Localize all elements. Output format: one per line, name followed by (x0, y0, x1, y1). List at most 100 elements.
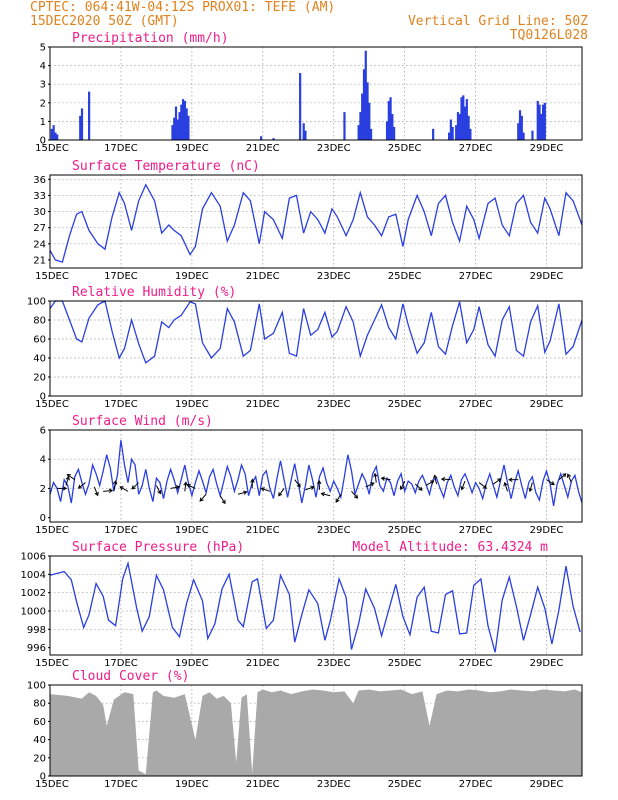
precip-bar (389, 97, 392, 140)
precip-bar (456, 112, 460, 140)
wind-arrow (335, 493, 342, 503)
wind-arrow-head (221, 499, 226, 505)
precipitation-ytick-label: 1 (40, 117, 46, 128)
cloud-cover-ytick-label: 0 (40, 772, 46, 783)
humidity-xtick-label: 25DEC (388, 399, 422, 410)
pressure-xtick-label: 15DEC (35, 658, 69, 669)
precipitation-xtick-label: 27DEC (459, 143, 493, 154)
wind-arrow-head (380, 476, 385, 481)
wind-arrow-head (119, 486, 124, 491)
precip-bar (176, 119, 179, 140)
wind-arrow-head (310, 485, 315, 490)
cloud-cover-ytick-label: 20 (33, 753, 46, 764)
temperature-xtick-label: 25DEC (388, 271, 422, 282)
precipitation-xtick-label: 23DEC (317, 143, 351, 154)
temperature-ytick-label: 36 (33, 175, 46, 186)
wind-arrow-head (296, 483, 301, 488)
precip-bar (173, 117, 176, 140)
wind-arrow-head (528, 487, 533, 493)
wind-arrow-head (508, 477, 513, 483)
precip-bar (538, 104, 541, 140)
pressure-xtick-label: 19DEC (175, 658, 209, 669)
precip-bar (272, 138, 275, 140)
precip-bar (448, 132, 451, 140)
humidity-ytick-label: 80 (33, 316, 46, 327)
precip-bar (531, 130, 534, 140)
wind-arrow (374, 473, 377, 483)
precip-bar (368, 102, 371, 140)
precip-bar (393, 126, 396, 140)
temperature-xtick-label: 29DEC (530, 271, 564, 282)
cloud-cover-ytick-label: 100 (27, 681, 46, 692)
wind-arrows (57, 472, 572, 505)
precipitation-xtick-label: 25DEC (388, 143, 422, 154)
humidity-xtick-label: 19DEC (175, 399, 209, 410)
precip-bar (517, 123, 520, 140)
precipitation-xtick-label: 21DEC (246, 143, 280, 154)
humidity-xtick-label: 29DEC (530, 399, 564, 410)
wind-arrow-head (62, 486, 68, 491)
pressure-ytick-label: 1004 (21, 570, 46, 581)
cloud-cover-xtick-label: 23DEC (317, 779, 351, 790)
temperature-xtick-label: 23DEC (317, 271, 351, 282)
precip-bar (536, 100, 539, 140)
precip-bar (458, 113, 461, 140)
precip-bar (299, 73, 302, 140)
precip-bar (302, 123, 305, 140)
precip-bar (540, 113, 543, 140)
wind-arrow (103, 490, 113, 492)
wind-arrow-head (316, 479, 322, 485)
humidity-ytick-label: 0 (40, 392, 46, 403)
precipitation-ytick-label: 0 (40, 136, 46, 147)
wind-arrow-head (186, 483, 191, 488)
wind-arrow (351, 490, 358, 499)
precip-bar (391, 113, 394, 140)
wind-arrow-head (66, 474, 71, 479)
wind-arrow-head (94, 491, 99, 497)
precip-bar (520, 115, 523, 140)
pressure-xtick-label: 17DEC (104, 658, 138, 669)
wind-arrow (321, 493, 331, 497)
wind-arrow (365, 482, 375, 488)
humidity-title: Relative Humidity (%) (72, 285, 236, 300)
temperature-xtick-label: 17DEC (104, 271, 138, 282)
pressure-ytick-label: 998 (27, 625, 46, 636)
wind-arrow-head (482, 484, 487, 489)
humidity-ytick-label: 100 (27, 297, 46, 308)
pressure-xtick-label: 25DEC (388, 658, 422, 669)
wind-arrow (186, 484, 196, 489)
wind-arrow (546, 479, 555, 485)
wind-arrow (65, 476, 70, 486)
wind-arrow (294, 479, 301, 488)
wind-arrow-head (373, 472, 378, 478)
cloud-cover-xtick-label: 17DEC (104, 779, 138, 790)
pressure-ytick-label: 996 (27, 643, 46, 654)
wind-arrow (425, 480, 434, 486)
precip-bar (432, 128, 435, 140)
precip-bar (80, 108, 84, 140)
precip-bar (79, 115, 82, 140)
wind-arrow-head (335, 498, 340, 503)
wind-arrow (414, 483, 423, 491)
precip-bar (385, 121, 389, 140)
precip-bar (449, 119, 452, 140)
precip-bar (463, 106, 467, 140)
precip-bar (182, 99, 185, 140)
wind-arrow-head (566, 473, 571, 478)
precip-bar (369, 128, 373, 140)
chart-panels: 0 1 2 3 4 5 15DEC 17DEC 19DEC 21DEC 23DEC 25DEC 27DE… (21, 31, 583, 790)
cloud-cover-xtick-label: 19DEC (175, 779, 209, 790)
header-grid-line: Vertical Grid Line: 50Z (408, 14, 588, 29)
humidity-line (49, 300, 583, 364)
wind-arrow (93, 486, 99, 496)
wind-arrow (170, 486, 180, 489)
wind-arrow (237, 491, 247, 495)
pressure-xtick-label: 29DEC (530, 658, 564, 669)
wind-arrow-head (320, 492, 325, 497)
wind-frame (49, 429, 583, 523)
wind-arrow-head (562, 473, 567, 478)
cloud-cover-ytick-label: 80 (33, 699, 46, 710)
wind-ytick-label: 4 (40, 455, 46, 466)
temperature-ytick-label: 33 (33, 191, 46, 202)
wind-arrow (278, 488, 285, 496)
